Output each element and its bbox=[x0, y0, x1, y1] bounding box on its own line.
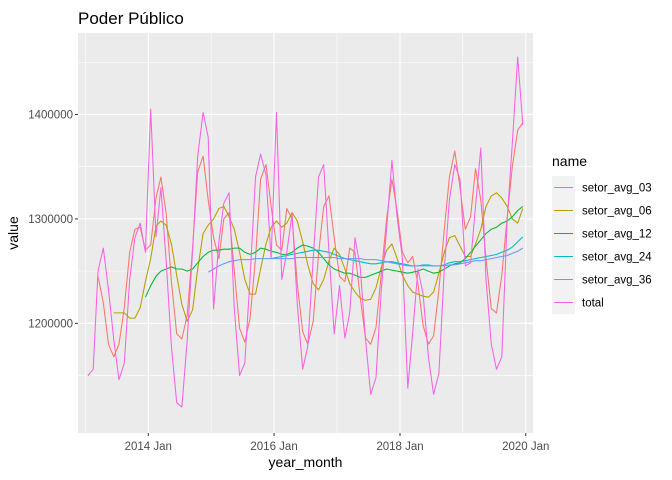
y-axis-title: value bbox=[5, 216, 21, 250]
legend-title: name bbox=[552, 153, 587, 169]
legend-label-setor_avg_36: setor_avg_36 bbox=[582, 275, 652, 287]
y-tick-label: 1200000 bbox=[28, 318, 73, 330]
x-tick-label: 2016 Jan bbox=[250, 441, 297, 453]
x-tick-label: 2020 Jan bbox=[502, 441, 549, 453]
plot-panel bbox=[78, 33, 533, 433]
series-lines bbox=[87, 56, 524, 408]
series-line-setor_avg_03 bbox=[97, 122, 524, 358]
y-tick-label: 1400000 bbox=[28, 109, 73, 121]
x-axis: 2014 Jan 2016 Jan 2018 Jan 2020 Jan bbox=[125, 433, 549, 453]
chart-title: Poder Público bbox=[78, 9, 184, 28]
series-line-setor_avg_24 bbox=[270, 236, 524, 267]
legend-label-setor_avg_03: setor_avg_03 bbox=[582, 183, 652, 195]
series-line-setor_avg_12 bbox=[144, 205, 524, 298]
series-line-setor_avg_06 bbox=[113, 192, 524, 322]
legend-items: setor_avg_03 setor_avg_06 setor_avg_12seto… bbox=[552, 176, 652, 314]
x-axis-title: year_month bbox=[269, 454, 343, 470]
legend-label-setor_avg_12: setor_avg_12 bbox=[582, 229, 652, 241]
legend: name setor_avg_03 setor_avg_06 setor_avg_1… bbox=[552, 153, 652, 314]
series-line-total bbox=[87, 56, 524, 408]
x-tick-label: 2014 Jan bbox=[125, 441, 172, 453]
legend-label-total: total bbox=[582, 298, 604, 310]
x-tick-label: 2018 Jan bbox=[376, 441, 423, 453]
legend-label-setor_avg_06: setor_avg_06 bbox=[582, 206, 652, 218]
legend-label-setor_avg_24: setor_avg_24 bbox=[582, 252, 652, 264]
y-tick-label: 1300000 bbox=[28, 214, 73, 226]
y-axis: 1200000 1300000 1400000 bbox=[28, 109, 78, 330]
